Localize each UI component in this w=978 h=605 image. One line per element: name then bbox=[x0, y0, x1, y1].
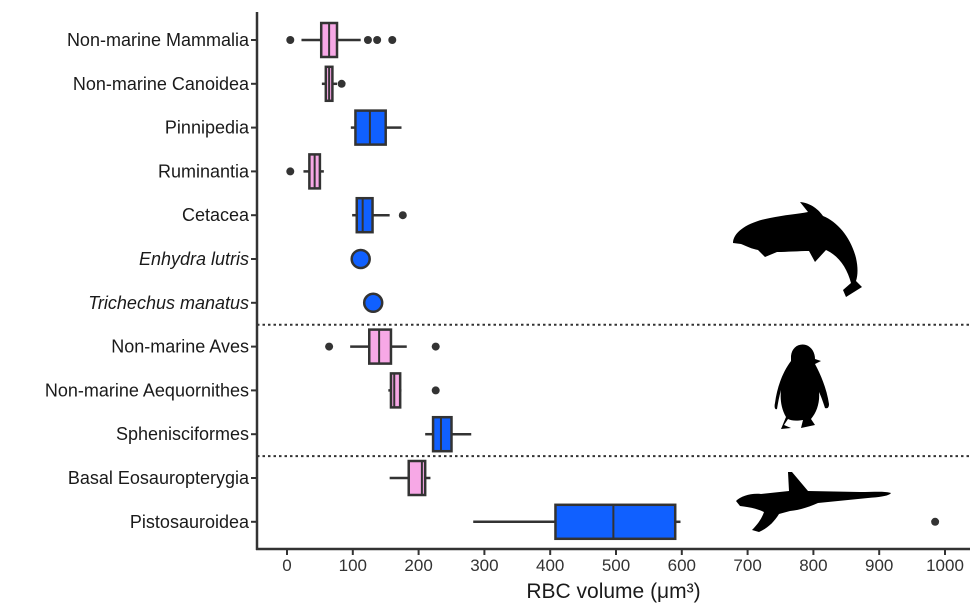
outlier-point bbox=[931, 517, 940, 526]
outlier-point bbox=[286, 36, 295, 44]
category-label: Non-marine Mammalia bbox=[67, 30, 250, 50]
category-label: Pinnipedia bbox=[165, 118, 250, 138]
category-label: Trichechus manatus bbox=[88, 293, 249, 313]
x-tick-label: 700 bbox=[733, 556, 761, 575]
x-tick-label: 500 bbox=[602, 556, 630, 575]
category-label: Cetacea bbox=[182, 205, 250, 225]
x-axis-title: RBC volume (μm³) bbox=[526, 580, 700, 603]
outlier-point bbox=[398, 211, 407, 220]
outlier-point bbox=[373, 36, 382, 44]
group-separators bbox=[257, 323, 970, 458]
x-tick-label: 0 bbox=[282, 556, 291, 575]
category-label: Sphenisciformes bbox=[116, 424, 249, 444]
x-tick-label: 800 bbox=[799, 556, 827, 575]
species-point bbox=[350, 248, 371, 270]
species-point bbox=[362, 292, 384, 314]
category-label: Pistosauroidea bbox=[130, 512, 250, 532]
dolphin-silhouette-icon bbox=[733, 202, 862, 297]
category-label: Ruminantia bbox=[158, 161, 250, 181]
category-labels: Non-marine Mammalia Non-marine Canoidea Pi… bbox=[45, 30, 257, 532]
x-tick-label: 200 bbox=[404, 556, 432, 575]
iqr-box bbox=[431, 415, 453, 453]
outlier-point bbox=[286, 167, 295, 176]
category-label: Non-marine Aequornithes bbox=[45, 380, 249, 400]
outlier-point bbox=[431, 342, 440, 351]
x-tick-label: 900 bbox=[865, 556, 893, 575]
penguin-silhouette-icon bbox=[774, 344, 829, 429]
outlier-point bbox=[363, 36, 372, 44]
iqr-box bbox=[389, 372, 402, 409]
category-label: Basal Eosauropterygia bbox=[68, 468, 250, 488]
x-tick-label: 300 bbox=[470, 556, 498, 575]
outlier-point bbox=[337, 79, 346, 88]
outlier-point bbox=[431, 386, 440, 395]
x-axis: 0 100 200 300 400 500 600 700 800 900 1000 RBC volu… bbox=[255, 12, 970, 603]
x-tick-label: 600 bbox=[668, 556, 696, 575]
iqr-box bbox=[355, 196, 374, 234]
x-tick-label: 1000 bbox=[926, 556, 964, 575]
category-label: Non-marine Canoidea bbox=[73, 74, 250, 94]
category-label: Non-marine Aves bbox=[111, 337, 249, 357]
iqr-box bbox=[554, 503, 677, 541]
category-label: Enhydra lutris bbox=[139, 249, 249, 269]
x-tick-label: 400 bbox=[536, 556, 564, 575]
box-plot-series bbox=[286, 21, 940, 541]
outlier-point bbox=[325, 342, 334, 351]
x-tick-label: 100 bbox=[339, 556, 367, 575]
plesiosaur-silhouette-icon bbox=[736, 472, 891, 532]
outlier-point bbox=[388, 36, 397, 44]
